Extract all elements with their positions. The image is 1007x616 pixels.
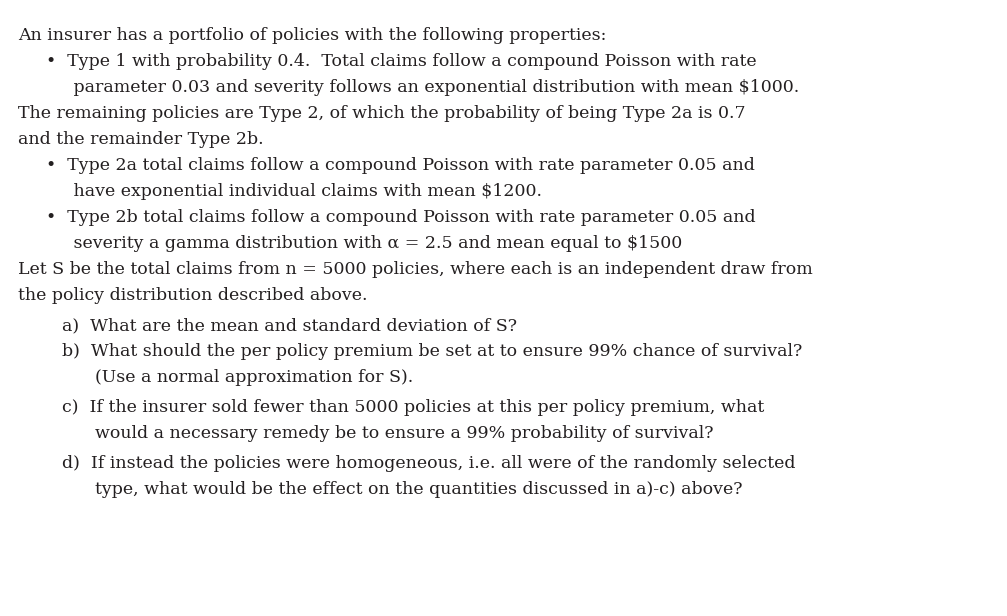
- Text: The remaining policies are Type 2, of which the probability of being Type 2a is : The remaining policies are Type 2, of wh…: [18, 105, 745, 122]
- Text: b)  What should the per policy premium be set at to ensure 99% chance of surviva: b) What should the per policy premium be…: [62, 343, 803, 360]
- Text: parameter 0.03 and severity follows an exponential distribution with mean $1000.: parameter 0.03 and severity follows an e…: [46, 79, 800, 96]
- Text: and the remainder Type 2b.: and the remainder Type 2b.: [18, 131, 264, 148]
- Text: •  Type 2a total claims follow a compound Poisson with rate parameter 0.05 and: • Type 2a total claims follow a compound…: [46, 157, 755, 174]
- Text: the policy distribution described above.: the policy distribution described above.: [18, 287, 368, 304]
- Text: •  Type 2b total claims follow a compound Poisson with rate parameter 0.05 and: • Type 2b total claims follow a compound…: [46, 209, 755, 226]
- Text: a)  What are the mean and standard deviation of S?: a) What are the mean and standard deviat…: [62, 317, 517, 334]
- Text: Let S be the total claims from n = 5000 policies, where each is an independent d: Let S be the total claims from n = 5000 …: [18, 261, 813, 278]
- Text: severity a gamma distribution with α = 2.5 and mean equal to $1500: severity a gamma distribution with α = 2…: [46, 235, 683, 252]
- Text: d)  If instead the policies were homogeneous, i.e. all were of the randomly sele: d) If instead the policies were homogene…: [62, 455, 796, 472]
- Text: (Use a normal approximation for S).: (Use a normal approximation for S).: [62, 369, 413, 386]
- Text: would a necessary remedy be to ensure a 99% probability of survival?: would a necessary remedy be to ensure a …: [62, 425, 714, 442]
- Text: An insurer has a portfolio of policies with the following properties:: An insurer has a portfolio of policies w…: [18, 27, 606, 44]
- Text: have exponential individual claims with mean $1200.: have exponential individual claims with …: [46, 183, 542, 200]
- Text: •  Type 1 with probability 0.4.  Total claims follow a compound Poisson with rat: • Type 1 with probability 0.4. Total cla…: [46, 53, 756, 70]
- Text: c)  If the insurer sold fewer than 5000 policies at this per policy premium, wha: c) If the insurer sold fewer than 5000 p…: [62, 399, 764, 416]
- Text: type, what would be the effect on the quantities discussed in a)-c) above?: type, what would be the effect on the qu…: [62, 481, 742, 498]
